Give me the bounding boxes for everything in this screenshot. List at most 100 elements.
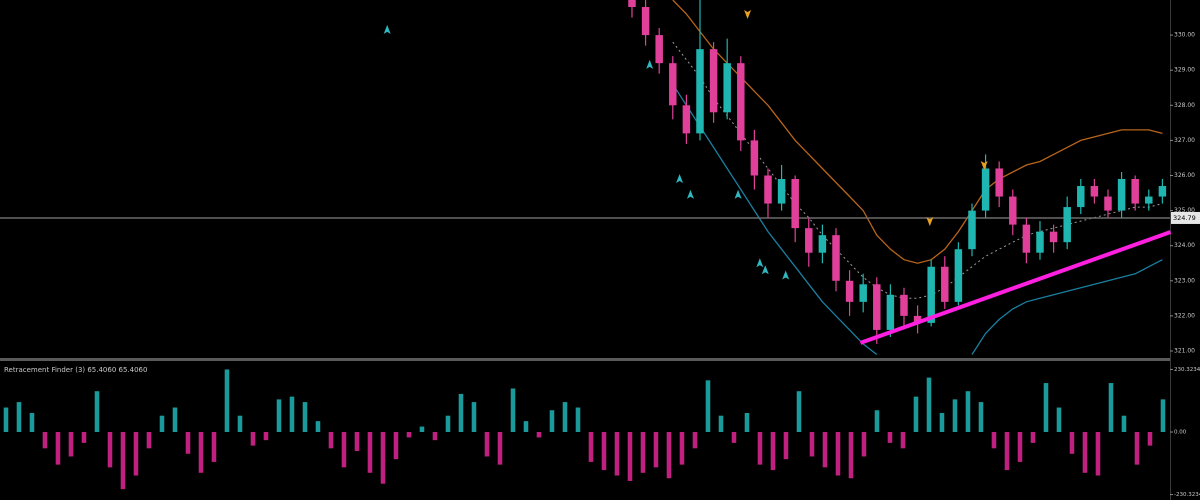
histogram-bar [588,432,594,462]
histogram-bar [94,391,100,432]
up-arrow [686,189,694,199]
band-line [672,0,1163,264]
down-arrow [980,160,988,170]
histogram-bar [705,380,711,432]
candle-body [981,168,990,211]
histogram-bar [341,432,347,468]
y-tick-label: 0.00 [1174,430,1187,436]
histogram-bar [263,432,269,441]
histogram-bar [198,432,204,473]
histogram-bar [549,410,555,432]
histogram-bar [315,421,321,432]
histogram-bar [432,432,438,441]
histogram-bar [1004,432,1010,471]
histogram-bar [640,432,646,473]
histogram-bar [757,432,763,465]
y-tick-label: 329.00 [1174,67,1195,74]
y-tick-label: 230.3234 [1174,367,1200,373]
candle-body [1036,231,1044,253]
y-tick-label: 321.00 [1174,347,1195,354]
up-arrow [676,174,684,183]
y-tick-label: 328.00 [1174,102,1195,109]
indicator-title: Retracement Finder (3) 65.4060 65.4060 [4,366,147,374]
up-arrow [756,258,764,268]
histogram-bar [1121,415,1127,432]
histogram-bar [289,396,295,432]
histogram-bar [861,432,867,457]
candle-body [1077,186,1085,208]
histogram-bar [406,432,412,438]
candle-body [628,0,636,8]
histogram-bar [328,432,334,449]
histogram-bar [237,415,243,432]
current-price-label: 324.79 [1173,214,1196,222]
histogram-bar [562,402,568,432]
candle-body [886,294,895,330]
histogram-bar [1147,432,1153,446]
candle-body [818,235,827,253]
histogram-bar [81,432,87,443]
candle-body [1063,207,1071,243]
candle-body [641,7,650,36]
histogram-bar [42,432,48,449]
candle-body [1117,179,1126,211]
candle-body [750,140,759,176]
histogram-bar [913,396,919,432]
histogram-bar [1030,432,1036,443]
histogram-bar [367,432,373,473]
y-tick-label: 324.00 [1174,242,1195,249]
histogram-bar [159,415,165,432]
y-tick-label: 330.00 [1174,32,1195,39]
current-price-box [1171,211,1200,224]
histogram-bar [718,415,724,432]
histogram-bar [55,432,61,465]
trend-line [859,230,1172,345]
candle-body [669,63,677,106]
histogram-bar [497,432,503,465]
y-tick-label: 325.00 [1174,207,1195,214]
histogram-bar [68,432,74,457]
candle-body [1090,186,1099,197]
histogram-bar [653,432,659,468]
histogram-bar [302,402,308,432]
histogram-bar [1134,432,1140,465]
candle-body [777,179,786,204]
candle-body [791,179,799,229]
histogram-bar [172,407,178,432]
candle-body [737,63,745,141]
histogram-bar [133,432,139,476]
histogram-bar [510,388,516,432]
histogram-bar [458,393,464,432]
histogram-bar [926,377,932,432]
histogram-bar [445,415,451,432]
histogram-bar [822,432,828,468]
histogram-bar [835,432,841,476]
down-arrow [926,217,934,227]
histogram-bar [536,432,542,438]
histogram-bar [120,432,126,490]
histogram-bar [848,432,854,479]
candle-body [805,228,813,253]
histogram-bar [770,432,776,471]
candle-body [764,175,772,204]
candle-body [1022,224,1031,253]
histogram-bar [744,412,750,432]
candle-body [995,168,1003,197]
histogram-bar [1056,407,1062,432]
candle-body [927,266,935,323]
histogram-bar [107,432,113,468]
y-tick-label: 327.00 [1174,137,1195,144]
histogram-bar [965,391,971,432]
histogram-bar [809,432,815,457]
histogram-bar [978,402,984,432]
histogram-bar [1043,383,1049,432]
histogram-bar [952,399,958,432]
histogram-bar [666,432,672,479]
histogram-bar [991,432,997,449]
candle-body [1104,196,1112,211]
candle-body [913,315,922,323]
histogram-bar [419,426,425,432]
up-arrow [761,265,769,275]
